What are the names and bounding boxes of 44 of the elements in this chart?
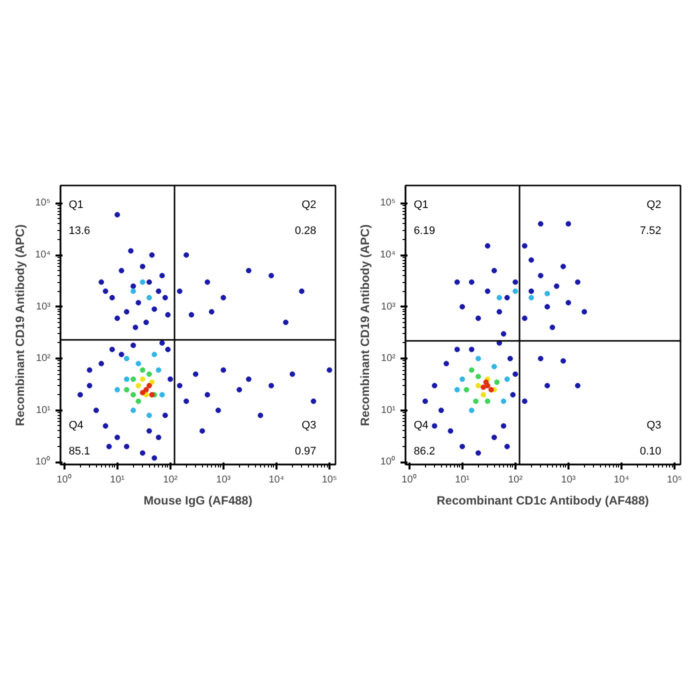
y-axis-title: Recombinant CD19 Antibody (APC) (13, 224, 28, 426)
annotation: 6.19 (414, 225, 436, 238)
x-tick-label: 10¹ (455, 474, 470, 486)
annotation: 85.1 (68, 446, 90, 458)
y-tick-label: 10⁵ (35, 198, 51, 209)
annotation: 0.97 (294, 446, 316, 458)
x-tick-label: 10⁴ (268, 474, 284, 486)
annotation: Q3 (646, 419, 662, 432)
annotation: Q1 (414, 199, 428, 212)
annotation: 13.6 (68, 225, 90, 238)
annotation: Q2 (646, 199, 662, 212)
x-tick-label: 10³ (216, 474, 232, 486)
annotation: Q2 (302, 199, 316, 212)
x-tick-label: 10⁵ (666, 474, 682, 486)
y-tick-label: 10² (381, 353, 396, 364)
y-tick-label: 10⁴ (380, 250, 396, 261)
y-tick-label: 10⁵ (380, 198, 396, 209)
x-tick-label: 10¹ (110, 474, 126, 486)
y-tick-label: 10¹ (381, 404, 396, 416)
x-tick-label: 10⁰ (56, 474, 72, 486)
x-tick-label: 10⁴ (614, 474, 630, 486)
x-axis-title: Mouse IgG (AF488) (144, 494, 252, 508)
y-tick-label: 10¹ (36, 404, 52, 416)
y-tick-label: 10³ (36, 301, 52, 312)
y-axis-title: Recombinant CD19 Antibody (APC) (358, 224, 372, 426)
annotation: Q1 (68, 199, 84, 212)
y-tick-label: 10⁴ (35, 250, 50, 261)
y-tick-label: 10² (36, 353, 52, 364)
annotation: 0.10 (640, 446, 662, 458)
annotation: 0.28 (294, 225, 316, 238)
x-tick-label: 10³ (561, 474, 576, 486)
annotation: 86.2 (414, 446, 436, 458)
x-tick-label: 10² (163, 474, 178, 486)
x-tick-label: 10⁵ (322, 474, 338, 486)
x-tick-label: 10² (508, 474, 524, 486)
y-tick-label: 10³ (381, 301, 396, 312)
y-tick-label: 10⁰ (35, 456, 50, 468)
annotation: Q3 (302, 419, 316, 432)
annotation: 7.52 (640, 225, 662, 238)
x-axis-title: Recombinant CD1c Antibody (AF488) (436, 494, 649, 508)
annotation: Q4 (414, 419, 428, 432)
y-tick-label: 10⁰ (380, 456, 396, 468)
x-tick-label: 10⁰ (402, 474, 417, 486)
annotation: Q4 (68, 419, 84, 432)
